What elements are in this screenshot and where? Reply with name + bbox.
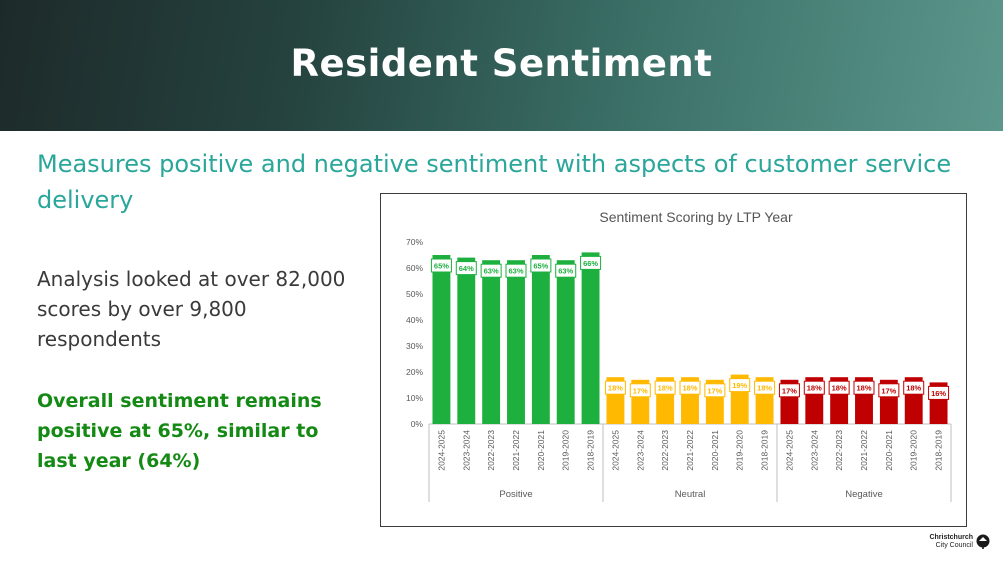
y-tick-label: 20%: [406, 367, 423, 377]
logo-line1: Christchurch: [929, 534, 973, 541]
x-tick-label: 2022-2023: [834, 430, 844, 471]
analysis-text: Analysis looked at over 82,000 scores by…: [37, 267, 346, 351]
title-banner: Resident Sentiment: [0, 0, 1003, 131]
data-label-box: [480, 263, 502, 278]
data-label: 18%: [906, 384, 921, 393]
data-label: 63%: [484, 267, 499, 276]
data-label: 18%: [832, 384, 847, 393]
data-label: 17%: [881, 386, 896, 395]
data-label-box: [828, 380, 850, 395]
x-tick-label: 2024-2025: [784, 430, 794, 471]
data-label-box: [729, 378, 751, 393]
x-tick-label: 2019-2020: [561, 430, 571, 471]
x-tick-label: 2023-2024: [461, 430, 471, 471]
data-label: 18%: [856, 384, 871, 393]
sentiment-chart: Sentiment Scoring by LTP Year 0% 10% 20% 30%…: [380, 193, 967, 527]
group-label: Positive: [499, 489, 532, 500]
data-label-box: [803, 380, 825, 395]
x-tick-label: 2023-2024: [809, 430, 819, 471]
x-tick-label: 2018-2019: [586, 430, 596, 471]
data-label-box: [754, 380, 776, 395]
overall-sentiment-text: Overall sentiment remains positive at 65…: [37, 390, 322, 472]
y-tick-label: 30%: [406, 341, 423, 351]
bar: [507, 260, 525, 424]
data-label: 66%: [583, 259, 598, 268]
data-label-box: [555, 263, 577, 278]
y-tick-label: 40%: [406, 315, 423, 325]
data-label: 17%: [707, 386, 722, 395]
council-logo: Christchurch City Council: [921, 533, 991, 553]
x-tick-label: 2020-2021: [710, 430, 720, 471]
data-label: 17%: [782, 386, 797, 395]
y-tick-label: 10%: [406, 393, 423, 403]
y-tick-label: 70%: [406, 237, 423, 247]
data-label: 65%: [434, 262, 449, 271]
bar: [531, 255, 550, 424]
y-tick-label: 0%: [411, 419, 424, 429]
x-tick-label: 2019-2020: [735, 430, 745, 471]
data-label: 63%: [558, 267, 573, 276]
bar: [432, 255, 451, 424]
x-tick-label: 2019-2020: [909, 430, 919, 471]
page-title: Resident Sentiment: [290, 42, 713, 85]
data-label-box: [903, 380, 925, 395]
x-tick-label: 2018-2019: [760, 430, 770, 471]
x-tick-label: 2018-2019: [934, 430, 944, 471]
bar: [482, 260, 501, 424]
data-label-box: [853, 380, 875, 395]
x-tick-label: 2024-2025: [610, 430, 620, 471]
data-label-box: [928, 385, 950, 400]
chart-svg: Sentiment Scoring by LTP Year 0% 10% 20% 30%…: [406, 209, 952, 502]
group-label: Negative: [845, 489, 883, 500]
data-label-box: [455, 261, 477, 276]
bar: [556, 260, 575, 424]
y-tick-label: 60%: [406, 263, 423, 273]
x-tick-label: 2022-2023: [660, 430, 670, 471]
bar: [581, 252, 600, 424]
data-label: 18%: [658, 384, 673, 393]
data-label: 18%: [608, 384, 623, 393]
data-label: 17%: [633, 386, 648, 395]
subtitle: Measures positive and negative sentiment…: [37, 150, 952, 214]
group-label: Neutral: [675, 489, 706, 500]
x-tick-label: 2021-2022: [511, 430, 521, 471]
y-tick-label: 50%: [406, 289, 423, 299]
data-label: 18%: [757, 384, 772, 393]
x-tick-label: 2020-2021: [884, 430, 894, 471]
data-label: 18%: [682, 384, 697, 393]
chart-title: Sentiment Scoring by LTP Year: [599, 209, 793, 225]
tree-icon: [976, 534, 990, 549]
data-label-box: [505, 263, 527, 278]
data-label-box: [580, 255, 602, 270]
data-label-box: [778, 383, 800, 398]
data-label-box: [704, 383, 726, 398]
data-label: 19%: [732, 381, 747, 390]
data-label: 64%: [459, 264, 474, 273]
data-label-box: [430, 258, 452, 273]
x-tick-label: 2020-2021: [536, 430, 546, 471]
x-tick-label: 2021-2022: [859, 430, 869, 471]
data-label: 16%: [931, 389, 946, 398]
data-label-box: [878, 383, 900, 398]
data-label: 63%: [508, 267, 523, 276]
data-label: 65%: [533, 262, 548, 271]
x-tick-label: 2024-2025: [436, 430, 446, 471]
x-tick-label: 2022-2023: [486, 430, 496, 471]
x-tick-label: 2023-2024: [635, 430, 645, 471]
logo-line2: City Council: [935, 542, 973, 549]
data-label-box: [629, 383, 651, 398]
data-label-box: [679, 380, 701, 395]
data-label-box: [604, 380, 626, 395]
data-label: 18%: [807, 384, 822, 393]
data-label-box: [654, 380, 676, 395]
bar: [457, 257, 476, 424]
x-tick-label: 2021-2022: [685, 430, 695, 471]
data-label-box: [530, 258, 552, 273]
